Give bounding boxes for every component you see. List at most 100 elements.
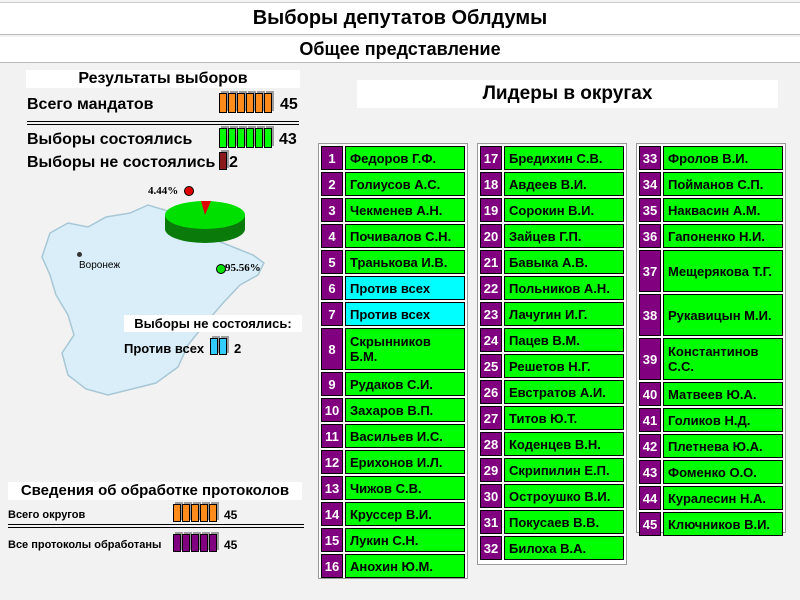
leaders-title: Лидеры в округах — [357, 80, 778, 108]
district-row[interactable]: 11 Васильев И.С. — [321, 424, 465, 448]
district-leader-name: Лукин С.Н. — [345, 528, 465, 552]
district-number: 35 — [639, 198, 661, 222]
district-row[interactable]: 15 Лукин С.Н. — [321, 528, 465, 552]
district-number: 4 — [321, 224, 343, 248]
district-row[interactable]: 20 Зайцев Г.П. — [480, 224, 624, 248]
against-all-value: 2 — [234, 341, 242, 356]
districts-bar — [173, 504, 218, 522]
district-leader-name: Васильев И.С. — [345, 424, 465, 448]
district-row[interactable]: 4 Почивалов С.Н. — [321, 224, 465, 248]
district-row[interactable]: 43 Фоменко О.О. — [639, 460, 783, 484]
district-row[interactable]: 8 Скрынников Б.М. — [321, 328, 465, 370]
district-row[interactable]: 25 Решетов Н.Г. — [480, 354, 624, 378]
district-number: 30 — [480, 484, 502, 508]
district-row[interactable]: 19 Сорокин В.И. — [480, 198, 624, 222]
district-number: 13 — [321, 476, 343, 500]
district-leader-name: Наквасин А.М. — [663, 198, 783, 222]
district-row[interactable]: 3 Чекменев А.Н. — [321, 198, 465, 222]
against-all-label: Против всех — [124, 341, 205, 356]
district-row[interactable]: 26 Евстратов А.И. — [480, 380, 624, 404]
district-leader-name: Ерихонов И.Л. — [345, 450, 465, 474]
district-row[interactable]: 39 Константинов С.С. — [639, 338, 783, 380]
district-leader-name: Польников А.Н. — [504, 276, 624, 300]
page-title: Выборы депутатов Облдумы — [0, 2, 800, 35]
district-row[interactable]: 38 Рукавицын М.И. — [639, 294, 783, 336]
district-number: 42 — [639, 434, 661, 458]
district-row[interactable]: 2 Голиусов А.С. — [321, 172, 465, 196]
pie-marker-large — [216, 264, 226, 274]
districts-value: 45 — [224, 508, 238, 522]
district-number: 43 — [639, 460, 661, 484]
processed-label: Все протоколы обработаны — [8, 539, 162, 551]
district-number: 10 — [321, 398, 343, 422]
district-number: 18 — [480, 172, 502, 196]
district-leader-name: Сорокин В.И. — [504, 198, 624, 222]
district-row[interactable]: 24 Пацев В.М. — [480, 328, 624, 352]
district-row[interactable]: 23 Лачугин И.Г. — [480, 302, 624, 326]
district-row[interactable]: 41 Голиков Н.Д. — [639, 408, 783, 432]
district-leader-name: Авдеев В.И. — [504, 172, 624, 196]
district-leader-name: Чижов С.В. — [345, 476, 465, 500]
district-number: 3 — [321, 198, 343, 222]
district-row[interactable]: 33 Фролов В.И. — [639, 146, 783, 170]
district-leader-name: Евстратов А.И. — [504, 380, 624, 404]
district-row[interactable]: 42 Плетнева Ю.А. — [639, 434, 783, 458]
district-leader-name: Лачугин И.Г. — [504, 302, 624, 326]
pie-label-small: 4.44% — [148, 185, 179, 197]
district-row[interactable]: 17 Бредихин С.В. — [480, 146, 624, 170]
district-row[interactable]: 12 Ерихонов И.Л. — [321, 450, 465, 474]
district-number: 21 — [480, 250, 502, 274]
district-row[interactable]: 6 Против всех — [321, 276, 465, 300]
district-row[interactable]: 13 Чижов С.В. — [321, 476, 465, 500]
district-row[interactable]: 31 Покусаев В.В. — [480, 510, 624, 534]
district-leader-name: Рукавицын М.И. — [663, 294, 783, 336]
processed-value: 45 — [224, 538, 238, 552]
elections-not-held-bar — [219, 152, 228, 170]
district-number: 32 — [480, 536, 502, 560]
leaders-column-1: 1 Федоров Г.Ф. 2 Голиусов А.С. 3 Чекменев А.Н… — [318, 143, 468, 579]
district-leader-name: Куралесин Н.А. — [663, 486, 783, 510]
district-row[interactable]: 32 Билоха В.А. — [480, 536, 624, 560]
district-row[interactable]: 28 Коденцев В.Н. — [480, 432, 624, 456]
district-leader-name: Чекменев А.Н. — [345, 198, 465, 222]
district-row[interactable]: 37 Мещерякова Т.Г. — [639, 250, 783, 292]
district-row[interactable]: 30 Остроушко В.И. — [480, 484, 624, 508]
leaders-column-3: 33 Фролов В.И. 34 Пойманов С.П. 35 Наквасин А… — [636, 143, 786, 536]
district-row[interactable]: 10 Захаров В.П. — [321, 398, 465, 422]
district-row[interactable]: 45 Ключников В.И. — [639, 512, 783, 536]
district-row[interactable]: 35 Наквасин А.М. — [639, 198, 783, 222]
district-leader-name: Матвеев Ю.А. — [663, 382, 783, 406]
district-row[interactable]: 9 Рудаков С.И. — [321, 372, 465, 396]
district-leader-name: Пойманов С.П. — [663, 172, 783, 196]
district-row[interactable]: 44 Куралесин Н.А. — [639, 486, 783, 510]
district-row[interactable]: 16 Анохин Ю.М. — [321, 554, 465, 578]
district-number: 5 — [321, 250, 343, 274]
districts-label: Всего округов — [8, 509, 86, 521]
district-leader-name: Круссер В.И. — [345, 502, 465, 526]
district-number: 23 — [480, 302, 502, 326]
district-row[interactable]: 40 Матвеев Ю.А. — [639, 382, 783, 406]
district-number: 24 — [480, 328, 502, 352]
district-number: 44 — [639, 486, 661, 510]
district-row[interactable]: 14 Круссер В.И. — [321, 502, 465, 526]
district-row[interactable]: 36 Гапоненко Н.И. — [639, 224, 783, 248]
district-number: 28 — [480, 432, 502, 456]
district-row[interactable]: 1 Федоров Г.Ф. — [321, 146, 465, 170]
district-number: 26 — [480, 380, 502, 404]
district-leader-name: Против всех — [345, 302, 465, 326]
district-leader-name: Титов Ю.Т. — [504, 406, 624, 430]
divider — [8, 524, 304, 525]
district-row[interactable]: 18 Авдеев В.И. — [480, 172, 624, 196]
district-row[interactable]: 34 Пойманов С.П. — [639, 172, 783, 196]
district-row[interactable]: 29 Скрипилин Е.П. — [480, 458, 624, 482]
district-leader-name: Мещерякова Т.Г. — [663, 250, 783, 292]
elections-not-held-label: Выборы не состоялись — [27, 154, 216, 171]
district-row[interactable]: 5 Транькова И.В. — [321, 250, 465, 274]
district-row[interactable]: 7 Против всех — [321, 302, 465, 326]
region-map — [41, 204, 265, 396]
district-leader-name: Почивалов С.Н. — [345, 224, 465, 248]
district-row[interactable]: 27 Титов Ю.Т. — [480, 406, 624, 430]
district-number: 38 — [639, 294, 661, 336]
district-row[interactable]: 22 Польников А.Н. — [480, 276, 624, 300]
district-row[interactable]: 21 Бавыка А.В. — [480, 250, 624, 274]
